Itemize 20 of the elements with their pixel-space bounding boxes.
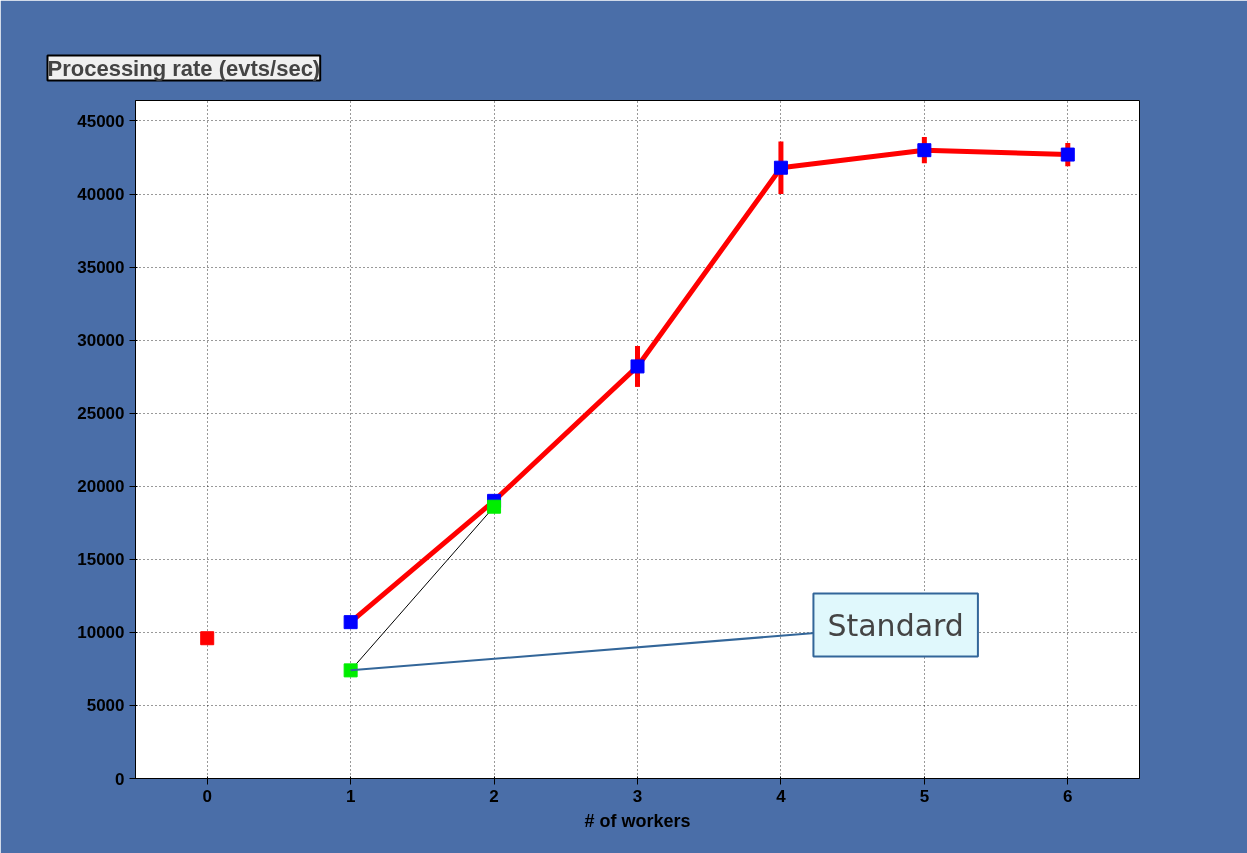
chart-title: Processing rate (evts/sec) [47, 55, 321, 81]
x-tick-label: 0 [202, 786, 212, 806]
annotation: Standard [827, 607, 964, 643]
y-tick-label: 35000 [77, 258, 125, 278]
y-tick-label: 25000 [77, 404, 125, 424]
x-axis-title: # of workers [584, 810, 691, 831]
x-tick-label: 3 [632, 786, 643, 806]
x-tick-label: 4 [776, 786, 787, 806]
y-tick-label: 30000 [77, 331, 125, 351]
y-tick-label: 15000 [77, 550, 125, 570]
y-tick-label: 5000 [86, 696, 125, 716]
y-tick-label: 0 [115, 769, 125, 789]
y-tick-label: 20000 [77, 477, 125, 497]
y-tick-label: 45000 [77, 111, 125, 131]
x-tick-label: 2 [489, 786, 499, 806]
y-tick-label: 10000 [77, 623, 125, 643]
x-tick-label: 6 [1063, 786, 1073, 806]
x-tick-label: 5 [919, 786, 930, 806]
y-tick-label: 40000 [77, 185, 125, 205]
x-tick-label: 1 [345, 786, 356, 806]
